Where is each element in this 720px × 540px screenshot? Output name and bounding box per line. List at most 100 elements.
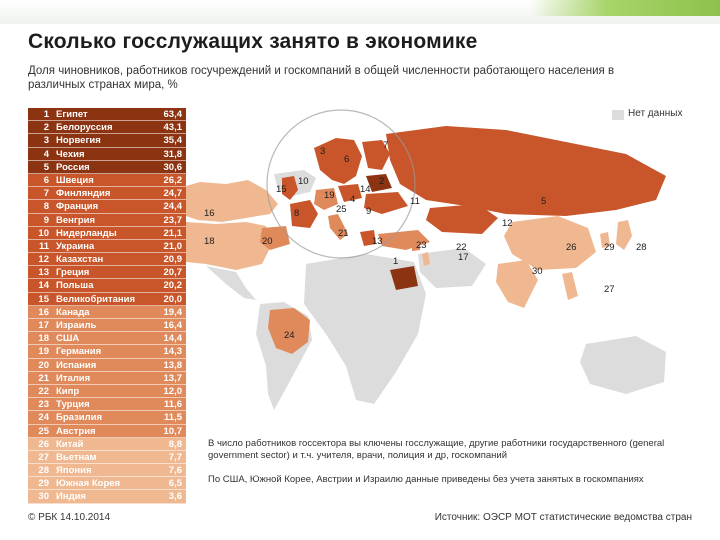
map-israel	[422, 252, 430, 266]
row-country: Украина	[56, 240, 95, 252]
row-country: Израиль	[56, 320, 97, 331]
row-country: Китай	[56, 438, 84, 450]
row-rank: 7	[43, 188, 49, 200]
no-data-legend-label: Нет данных	[628, 108, 683, 119]
row-value: 13,7	[163, 372, 183, 384]
map-turkey	[378, 230, 430, 250]
map-rank-label: 5	[541, 196, 546, 207]
map-brazil	[268, 308, 310, 354]
row-country: Норвегия	[56, 135, 101, 147]
table-row: 29 Южная Корея 6,5	[28, 477, 186, 491]
map-rank-label: 15	[276, 184, 287, 195]
page-title: Сколько госслужащих занято в экономике	[28, 30, 478, 53]
table-row: 14 Польша 20,2	[28, 279, 186, 293]
table-row: 9 Венгрия 23,7	[28, 213, 186, 227]
map-russia	[386, 126, 666, 216]
table-row: 27 Вьетнам 7,7	[28, 450, 186, 465]
map-scandinavia	[314, 138, 362, 184]
map-korea	[600, 232, 610, 248]
row-rank: 13	[38, 267, 49, 279]
map-rank-label: 8	[294, 208, 299, 219]
row-rank: 15	[38, 293, 49, 305]
row-country: Австрия	[56, 425, 96, 437]
map-rank-labels: 1 2 3 4 5 6 7 8 9 10 11 12 13 14 15 16 1…	[204, 140, 647, 341]
map-vietnam	[562, 272, 578, 300]
map-rank-label: 28	[636, 242, 647, 253]
row-value: 8,8	[168, 438, 182, 450]
row-rank: 5	[43, 161, 49, 173]
row-value: 23,7	[163, 214, 183, 226]
row-country: Польша	[56, 280, 94, 292]
row-rank: 30	[38, 491, 49, 503]
row-value: 63,4	[163, 109, 183, 120]
table-row: 3 Норвегия 35,4	[28, 134, 186, 148]
row-rank: 16	[38, 306, 49, 318]
row-rank: 11	[38, 240, 49, 252]
table-row: 15 Великобритания 20,0	[28, 292, 186, 306]
row-rank: 17	[38, 320, 49, 331]
row-value: 26,2	[163, 174, 183, 186]
page-subtitle: Доля чиновников, работников госучреждени…	[28, 65, 615, 91]
row-rank: 28	[38, 465, 49, 477]
row-value: 14,4	[163, 333, 183, 345]
table-row: 2 Белоруссия 43,1	[28, 121, 186, 135]
map-india	[496, 260, 538, 308]
table-row: 13 Греция 20,7	[28, 266, 186, 280]
row-rank: 9	[43, 214, 49, 226]
row-rank: 26	[38, 438, 49, 450]
row-country: Греция	[56, 267, 90, 279]
row-country: Россия	[56, 161, 90, 173]
map-rank-label: 2	[379, 176, 384, 187]
map-poland	[338, 184, 362, 202]
map-usa	[186, 222, 272, 270]
table-row: 30 Индия 3,6	[28, 490, 186, 504]
row-value: 24,7	[163, 188, 183, 200]
ranking-table: 1 Египет 63,4 2 Белоруссия 43,1 3 Норвегия 35,4 4…	[28, 108, 186, 504]
row-value: 20,7	[163, 267, 183, 279]
row-value: 3,6	[168, 491, 182, 503]
map-china	[504, 216, 596, 270]
map-africa	[304, 254, 426, 404]
source-line: Источник: ОЭСР МОТ статистические ведомс…	[434, 512, 692, 523]
map-rank-label: 10	[298, 176, 309, 187]
map-rank-label: 3	[320, 146, 325, 157]
map-rank-label: 6	[344, 154, 349, 165]
table-row: 6 Швеция 26,2	[28, 173, 186, 188]
map-rank-label: 23	[416, 240, 427, 251]
row-value: 19,4	[163, 306, 183, 318]
map-rank-label: 17	[458, 252, 469, 263]
row-value: 10,7	[163, 425, 183, 437]
map-australia	[580, 336, 666, 394]
row-value: 30,6	[163, 161, 183, 173]
map-rank-label: 11	[410, 196, 420, 207]
row-rank: 8	[43, 201, 49, 213]
map-rank-label: 27	[604, 284, 615, 295]
table-row: 28 Япония 7,6	[28, 464, 186, 478]
row-rank: 29	[38, 478, 49, 490]
row-country: США	[56, 333, 80, 345]
map-kazakhstan	[426, 204, 498, 234]
map-rank-label: 26	[566, 242, 577, 253]
row-rank: 18	[38, 333, 49, 345]
table-row: 22 Кипр 12,0	[28, 384, 186, 399]
row-country: Канада	[56, 306, 90, 318]
row-country: Индия	[56, 491, 86, 503]
row-value: 35,4	[163, 135, 183, 147]
row-value: 21,0	[163, 240, 183, 252]
map-egypt	[390, 266, 418, 290]
row-rank: 27	[38, 451, 49, 463]
table-row: 4 Чехия 31,8	[28, 147, 186, 161]
row-country: Белоруссия	[56, 122, 113, 134]
map-rank-label: 1	[393, 256, 398, 267]
table-row: 12 Казахстан 20,9	[28, 253, 186, 267]
row-country: Япония	[56, 465, 92, 477]
table-row: 11 Украина 21,0	[28, 239, 186, 254]
row-rank: 22	[38, 385, 49, 397]
row-country: Чехия	[56, 148, 85, 160]
footnote-exclusions: По США, Южной Корее, Австрии и Израилю д…	[208, 474, 644, 485]
row-rank: 23	[38, 399, 49, 411]
row-value: 7,6	[168, 465, 182, 477]
row-value: 20,0	[163, 293, 183, 305]
map-ukraine	[364, 192, 408, 214]
table-row: 18 США 14,4	[28, 332, 186, 346]
